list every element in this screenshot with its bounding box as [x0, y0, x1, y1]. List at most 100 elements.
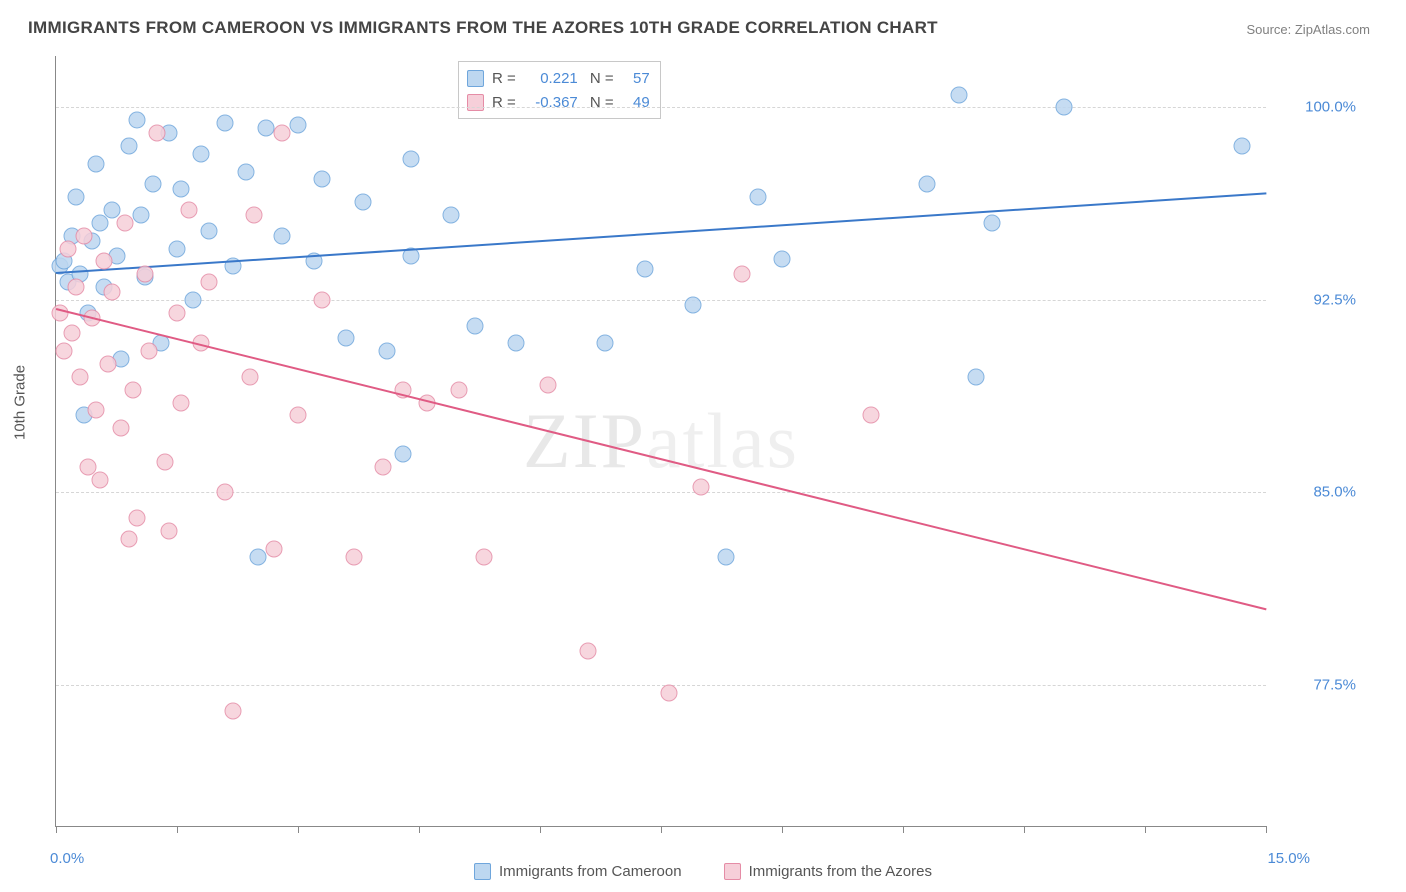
- data-point: [88, 402, 105, 419]
- data-point: [685, 296, 702, 313]
- data-point: [733, 266, 750, 283]
- n-value-1: 57: [622, 70, 650, 87]
- data-point: [443, 207, 460, 224]
- data-point: [68, 189, 85, 206]
- data-point: [56, 343, 73, 360]
- data-point: [156, 453, 173, 470]
- data-point: [64, 325, 81, 342]
- x-tick: [177, 826, 178, 833]
- data-point: [173, 394, 190, 411]
- data-point: [201, 222, 218, 239]
- data-point: [774, 250, 791, 267]
- data-point: [100, 356, 117, 373]
- source-attribution: Source: ZipAtlas.com: [1246, 22, 1370, 37]
- y-axis-label: 10th Grade: [12, 365, 29, 440]
- data-point: [354, 194, 371, 211]
- chart-title: IMMIGRANTS FROM CAMEROON VS IMMIGRANTS F…: [28, 18, 938, 38]
- data-point: [185, 291, 202, 308]
- watermark: ZIPatlas: [523, 396, 799, 486]
- data-point: [1233, 137, 1250, 154]
- x-tick: [1024, 826, 1025, 833]
- data-point: [92, 471, 109, 488]
- r-value-1: 0.221: [524, 70, 578, 87]
- data-point: [116, 214, 133, 231]
- data-point: [124, 381, 141, 398]
- data-point: [862, 407, 879, 424]
- data-point: [951, 86, 968, 103]
- data-point: [132, 207, 149, 224]
- stat-legend: R = 0.221 N = 57 R = -0.367 N = 49: [458, 61, 661, 119]
- data-point: [596, 335, 613, 352]
- x-tick: [56, 826, 57, 833]
- scatter-plot: ZIPatlas R = 0.221 N = 57 R = -0.367 N =…: [55, 56, 1266, 827]
- data-point: [378, 343, 395, 360]
- data-point: [140, 343, 157, 360]
- data-point: [717, 548, 734, 565]
- data-point: [120, 137, 137, 154]
- data-point: [245, 207, 262, 224]
- grid-line: [56, 107, 1266, 108]
- data-point: [217, 484, 234, 501]
- x-tick: [661, 826, 662, 833]
- data-point: [273, 125, 290, 142]
- data-point: [273, 227, 290, 244]
- x-tick: [419, 826, 420, 833]
- data-point: [919, 176, 936, 193]
- data-point: [76, 227, 93, 244]
- data-point: [68, 279, 85, 296]
- trend-line: [56, 192, 1266, 274]
- x-tick: [903, 826, 904, 833]
- data-point: [402, 150, 419, 167]
- data-point: [160, 522, 177, 539]
- data-point: [580, 643, 597, 660]
- trend-line: [56, 308, 1267, 611]
- x-tick: [298, 826, 299, 833]
- data-point: [265, 540, 282, 557]
- data-point: [257, 119, 274, 136]
- swatch-series-1: [467, 70, 484, 87]
- data-point: [181, 202, 198, 219]
- data-point: [314, 171, 331, 188]
- data-point: [104, 284, 121, 301]
- data-point: [374, 458, 391, 475]
- data-point: [72, 368, 89, 385]
- y-tick-label: 92.5%: [1276, 291, 1356, 308]
- data-point: [967, 368, 984, 385]
- data-point: [507, 335, 524, 352]
- data-point: [661, 684, 678, 701]
- data-point: [636, 261, 653, 278]
- data-point: [225, 702, 242, 719]
- data-point: [451, 381, 468, 398]
- x-tick: [1145, 826, 1146, 833]
- y-tick-label: 85.0%: [1276, 484, 1356, 501]
- data-point: [217, 114, 234, 131]
- legend-item-2: Immigrants from the Azores: [724, 863, 932, 880]
- data-point: [290, 117, 307, 134]
- data-point: [1056, 99, 1073, 116]
- x-tick: [1266, 826, 1267, 833]
- data-point: [249, 548, 266, 565]
- data-point: [346, 548, 363, 565]
- bottom-legend: Immigrants from Cameroon Immigrants from…: [0, 863, 1406, 880]
- data-point: [169, 304, 186, 321]
- data-point: [128, 112, 145, 129]
- data-point: [241, 368, 258, 385]
- data-point: [96, 253, 113, 270]
- data-point: [112, 420, 129, 437]
- data-point: [983, 214, 1000, 231]
- data-point: [148, 125, 165, 142]
- data-point: [749, 189, 766, 206]
- data-point: [193, 145, 210, 162]
- data-point: [475, 548, 492, 565]
- swatch-icon: [724, 863, 741, 880]
- grid-line: [56, 300, 1266, 301]
- data-point: [201, 273, 218, 290]
- stat-row-1: R = 0.221 N = 57: [467, 66, 650, 90]
- data-point: [128, 510, 145, 527]
- data-point: [540, 376, 557, 393]
- legend-label-2: Immigrants from the Azores: [749, 863, 932, 880]
- grid-line: [56, 685, 1266, 686]
- data-point: [92, 214, 109, 231]
- data-point: [88, 155, 105, 172]
- legend-label-1: Immigrants from Cameroon: [499, 863, 682, 880]
